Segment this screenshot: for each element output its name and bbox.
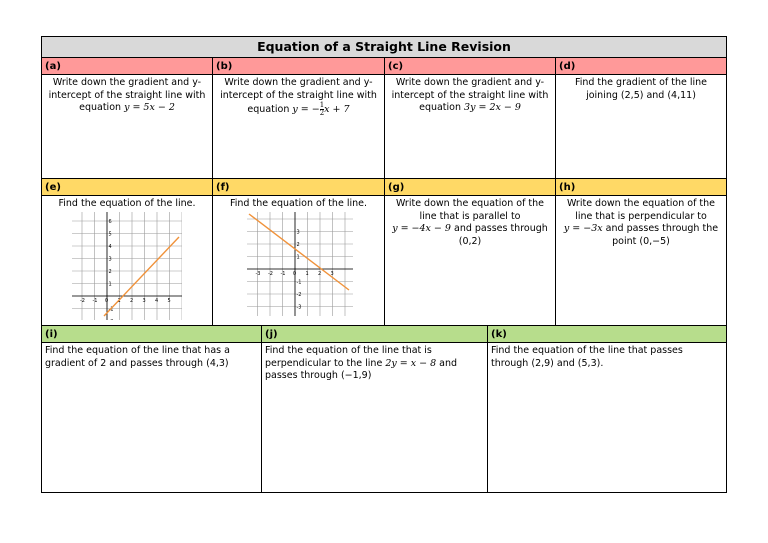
gf-x-tick: 0 bbox=[293, 271, 296, 277]
question-j-point: (−1,9) bbox=[340, 370, 372, 381]
question-g-text-2: and passes through bbox=[454, 223, 548, 234]
question-g-text: Write down the equation of the line that… bbox=[395, 198, 545, 222]
graph-e: -2-1012345654321-1-2 bbox=[72, 212, 182, 320]
question-a: (a) Write down the gradient and y-interc… bbox=[42, 58, 213, 179]
question-d-points: (2,5) and (4,11) bbox=[620, 89, 696, 101]
gf-y-tick: -2 bbox=[297, 292, 302, 298]
question-j-equation: 2y = x − 8 bbox=[385, 357, 437, 369]
gf-x-tick: 2 bbox=[318, 271, 321, 277]
question-h: (h) Write down the equation of the line … bbox=[556, 179, 726, 326]
question-b-equation: y = −1 2 x + 7 bbox=[292, 101, 350, 117]
question-d-label: (d) bbox=[556, 58, 726, 75]
question-d: (d) Find the gradient of the line joinin… bbox=[556, 58, 726, 179]
ge-x-tick: 5 bbox=[168, 298, 171, 304]
question-h-label: (h) bbox=[556, 179, 726, 196]
question-e-label: (e) bbox=[42, 179, 212, 196]
question-b-text: Write down the gradient and y-intercept … bbox=[220, 77, 377, 115]
gf-y-tick: 3 bbox=[297, 230, 300, 236]
ge-y-tick: 2 bbox=[109, 269, 112, 275]
question-j-label: (j) bbox=[262, 326, 487, 343]
question-a-equation: y = 5x − 2 bbox=[124, 102, 175, 113]
gf-x-tick: -2 bbox=[268, 271, 273, 277]
question-i-point: (4,3) bbox=[206, 357, 229, 369]
question-g-point: (0,2) bbox=[458, 235, 482, 247]
question-g-equation: y = −4x − 9 bbox=[392, 223, 451, 234]
ge-y-tick: 1 bbox=[109, 282, 112, 288]
question-h-text-2: and passes through the point bbox=[605, 223, 719, 247]
question-k-text: Find the equation of the line that passe… bbox=[491, 345, 683, 369]
question-k-points: (2,9) and (5,3). bbox=[531, 357, 604, 369]
question-j-text: Find the equation of the line that is pe… bbox=[265, 345, 432, 369]
ge-y-tick: -2 bbox=[109, 319, 114, 320]
ge-x-tick: 4 bbox=[155, 298, 158, 304]
ge-x-tick: 3 bbox=[143, 298, 146, 304]
question-d-text: Find the gradient of the line joining bbox=[574, 77, 708, 101]
question-k-label: (k) bbox=[488, 326, 726, 343]
gf-x-tick: -1 bbox=[281, 271, 286, 277]
ge-y-tick: 4 bbox=[109, 244, 112, 250]
gf-x-tick: -3 bbox=[256, 271, 261, 277]
ge-x-tick: 2 bbox=[130, 298, 133, 304]
question-h-point: (0,−5) bbox=[639, 235, 670, 247]
ge-y-tick: 5 bbox=[109, 232, 112, 238]
question-k: (k) Find the equation of the line that p… bbox=[488, 326, 726, 492]
gf-y-tick: 1 bbox=[297, 255, 300, 261]
question-j-text-2: and passes through bbox=[265, 357, 458, 382]
question-g-label: (g) bbox=[385, 179, 555, 196]
question-b: (b) Write down the gradient and y-interc… bbox=[213, 58, 385, 179]
question-f-text: Find the equation of the line. bbox=[230, 198, 367, 209]
ge-x-tick: -1 bbox=[93, 298, 98, 304]
gf-y-tick: 2 bbox=[297, 242, 300, 248]
question-c-text: Write down the gradient and y-intercept … bbox=[391, 77, 549, 113]
question-f: (f) Find the equation of the line. -3 -2 -… bbox=[213, 179, 385, 326]
question-h-equation: y = −3x bbox=[563, 223, 603, 234]
gf-y-tick: -1 bbox=[297, 280, 302, 286]
worksheet: Equation of a Straight Line Revision (a)… bbox=[41, 36, 727, 493]
question-j: (j) Find the equation of the line that i… bbox=[262, 326, 488, 492]
question-c: (c) Write down the gradient and y-interc… bbox=[385, 58, 556, 179]
gf-x-tick: 3 bbox=[331, 271, 334, 277]
question-a-label: (a) bbox=[42, 58, 212, 75]
fraction-denominator: 2 bbox=[319, 109, 325, 117]
question-i-label: (i) bbox=[42, 326, 261, 343]
question-a-text: Write down the gradient and y-intercept … bbox=[48, 77, 206, 113]
graph-e-line bbox=[103, 236, 180, 317]
ge-x-tick: -2 bbox=[80, 298, 85, 304]
ge-x-tick: 0 bbox=[105, 298, 108, 304]
ge-y-tick: 6 bbox=[109, 219, 112, 225]
question-f-label: (f) bbox=[213, 179, 384, 196]
worksheet-title: Equation of a Straight Line Revision bbox=[42, 37, 726, 58]
question-i: (i) Find the equation of the line that h… bbox=[42, 326, 262, 492]
ge-y-tick: 3 bbox=[109, 257, 112, 263]
question-g: (g) Write down the equation of the line … bbox=[385, 179, 556, 326]
gf-x-tick: 1 bbox=[306, 271, 309, 277]
question-b-label: (b) bbox=[213, 58, 384, 75]
question-c-label: (c) bbox=[385, 58, 555, 75]
fraction-numerator: 1 bbox=[319, 101, 325, 110]
gf-y-tick: -3 bbox=[297, 305, 302, 311]
question-c-equation: 3y = 2x − 9 bbox=[464, 102, 521, 113]
question-e: (e) Find the equation of the line. -2 -1 0… bbox=[42, 179, 213, 326]
question-h-text: Write down the equation of the line that… bbox=[566, 198, 716, 222]
question-e-text: Find the equation of the line. bbox=[58, 198, 196, 209]
graph-f-line bbox=[248, 213, 350, 291]
question-i-text: Find the equation of the line that has a… bbox=[45, 345, 230, 369]
